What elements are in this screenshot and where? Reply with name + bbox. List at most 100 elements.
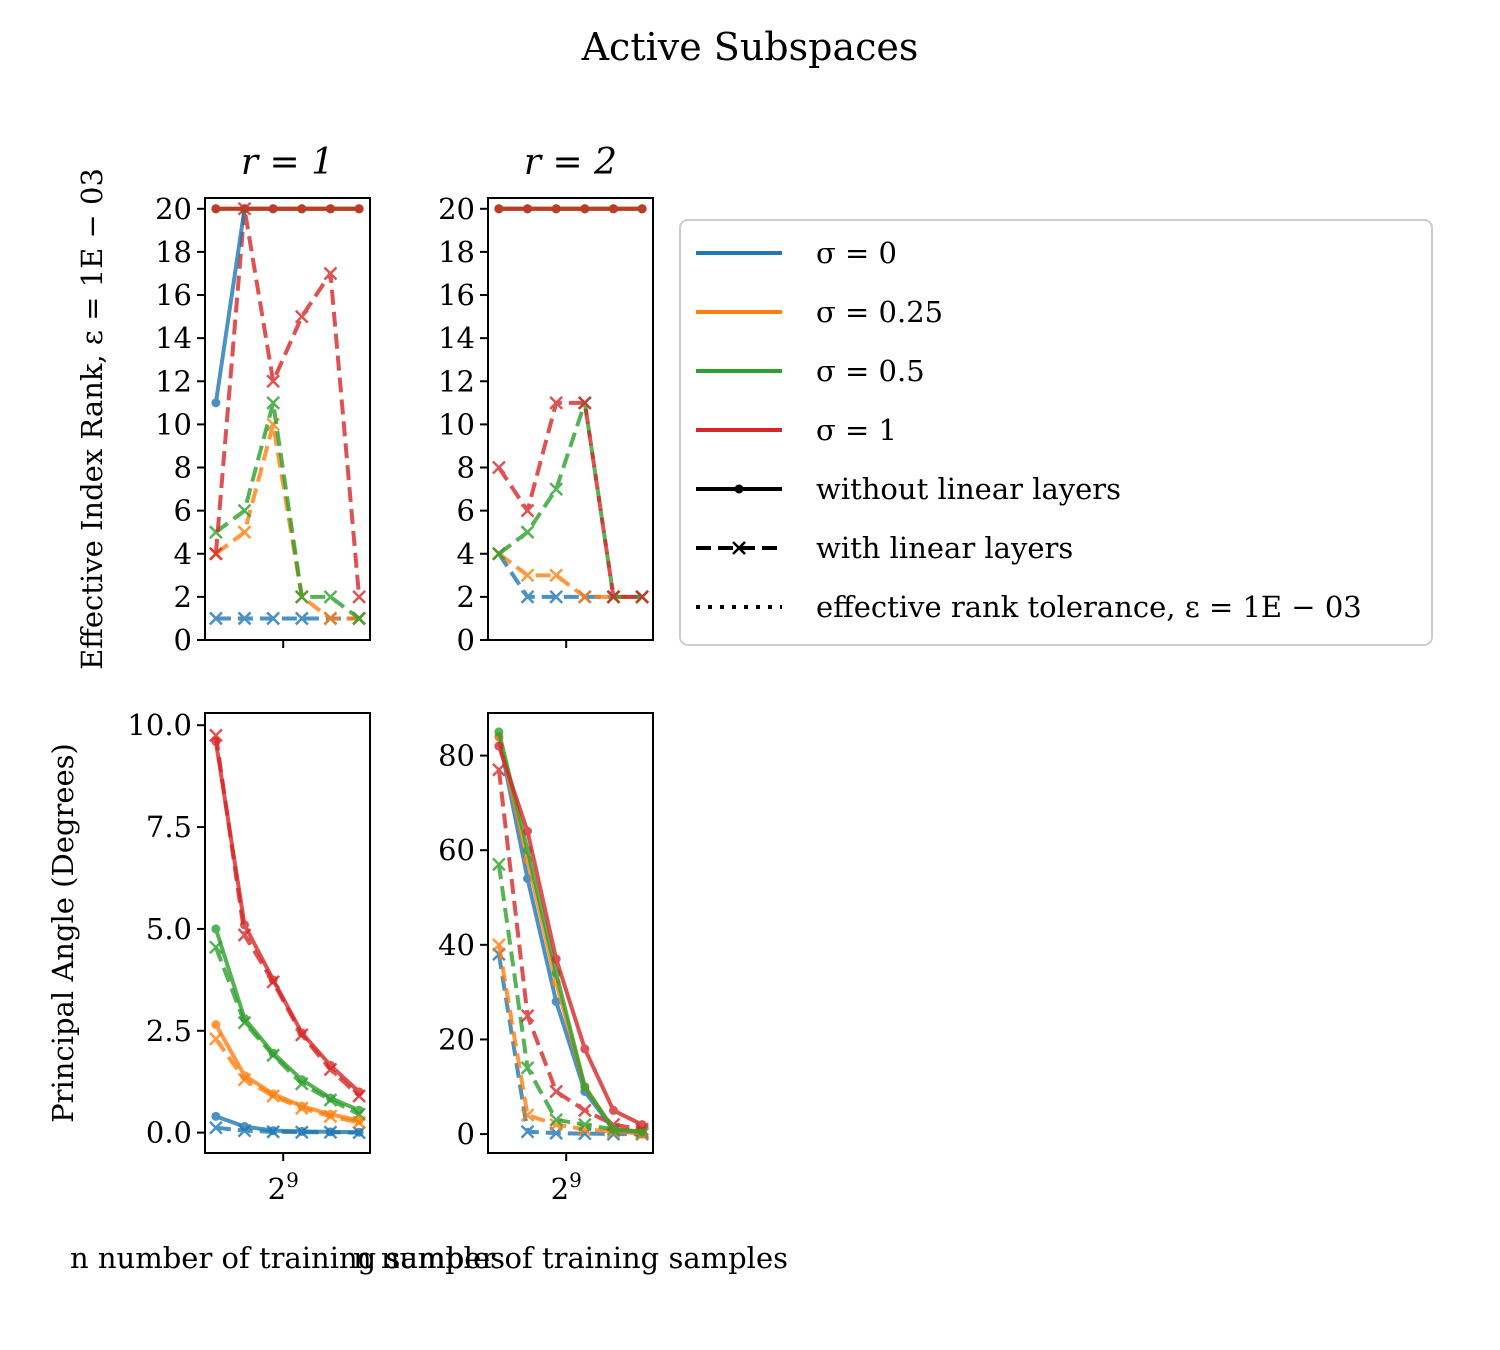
y-tick-label: 12 [438, 364, 475, 398]
series-sigma_0.5-dashed [209, 395, 366, 626]
data-point-x [520, 568, 535, 583]
panel-bottom-left: 0.0 2.5 5.0 7.5 10.0 29 Principal Angle (Degre… [46, 708, 505, 1275]
series-sigma_0.5-solid [494, 727, 647, 1137]
series-sigma_1-dashed [492, 395, 649, 604]
series-line [213, 928, 360, 1113]
data-point-x [606, 589, 621, 604]
data-point-x [549, 482, 564, 496]
data-point-dot [580, 204, 590, 214]
series-sigma_0.25-solid [211, 1020, 364, 1125]
data-point-dot [580, 1082, 590, 1092]
series-line [214, 1037, 360, 1125]
y-tick-label: 4 [174, 537, 192, 571]
legend-label: with linear layers [816, 531, 1073, 565]
data-point-x [577, 1103, 592, 1118]
data-point-x [323, 611, 338, 626]
series-line [214, 422, 360, 621]
data-point-dot [240, 1014, 250, 1024]
data-point-x [237, 503, 252, 518]
data-point-dot [325, 1093, 335, 1103]
y-tick-label: 16 [438, 278, 475, 312]
panel-top-left: 0 2 4 6 8 10 12 14 16 18 20 r = 1 Effective Index Ra… [75, 142, 371, 670]
legend-entry: σ = 1 [696, 413, 897, 447]
y-axis-label: Principal Angle (Degrees) [46, 743, 80, 1123]
data-point-dot [637, 204, 647, 214]
data-point-x [209, 728, 223, 743]
legend-label: σ = 0 [816, 236, 897, 270]
y-tick-label: 7.5 [146, 810, 192, 844]
y-tick-label: 18 [155, 235, 192, 269]
series-line [496, 736, 643, 1137]
series-sigma_0.25-dashed [209, 417, 366, 626]
series-line [496, 731, 643, 1134]
series-line [215, 1114, 360, 1135]
y-tick-label: 14 [155, 321, 192, 355]
series-sigma_0-dashed [492, 546, 649, 604]
x-tick-label: 29 [551, 1168, 582, 1206]
series-line [496, 769, 643, 1132]
series-sigma_1-solid [211, 737, 364, 1097]
series-line [214, 1023, 360, 1123]
y-tick-label: 18 [438, 235, 475, 269]
data-point-x [492, 460, 506, 475]
data-point-x [520, 1108, 535, 1123]
series-line [214, 400, 361, 621]
data-point-dot [608, 204, 618, 214]
y-tick-label: 2 [457, 580, 475, 614]
legend-entry: with linear layers [696, 531, 1073, 565]
data-point-dot [297, 1075, 307, 1085]
data-point-x [492, 857, 506, 872]
plot-area [492, 727, 649, 1141]
data-point-dot [551, 954, 561, 964]
series-line [213, 741, 361, 1094]
data-point-dot [268, 975, 278, 985]
data-point-x [323, 589, 338, 604]
data-point-x [294, 589, 309, 604]
y-tick-label: 20 [438, 1022, 475, 1056]
series-line [496, 736, 643, 1137]
data-point-dot [268, 204, 278, 214]
y-tick-label: 4 [457, 537, 475, 571]
data-point-dot [297, 1126, 307, 1136]
y-tick-label: 5.0 [146, 912, 192, 946]
data-point-x [520, 1008, 535, 1023]
data-point-x [294, 309, 309, 324]
data-point-dot [325, 1109, 335, 1119]
y-tick-label: 0.0 [146, 1116, 192, 1150]
series-line [496, 745, 644, 1127]
panel-bottom-right: 0 20 40 60 80 29 n number of training samples [353, 712, 788, 1275]
legend-entry: σ = 0.5 [696, 354, 925, 388]
data-point-dot [551, 997, 561, 1007]
data-point-dot [268, 1126, 278, 1136]
data-point-dot [211, 1020, 221, 1030]
series-line [213, 735, 361, 1098]
y-tick-label: 0 [457, 623, 475, 657]
legend-entry: effective rank tolerance, ε = 1E − 03 [696, 590, 1362, 624]
data-point-dot [240, 1122, 250, 1132]
series-line [497, 552, 643, 599]
data-point-dot [608, 1124, 618, 1134]
data-point-dot [240, 1071, 250, 1081]
data-point-dot [240, 920, 250, 930]
axes-frame [487, 197, 654, 641]
y-tick-label: 6 [457, 494, 475, 528]
y-tick-label: 14 [438, 321, 475, 355]
data-point-x [209, 611, 223, 626]
data-point-x [209, 1120, 223, 1135]
y-tick-label: 10.0 [127, 708, 192, 742]
data-point-x [549, 1112, 564, 1127]
y-tick-label: 10 [438, 407, 475, 441]
data-point-dot [211, 737, 221, 747]
legend-label: σ = 0.5 [816, 354, 925, 388]
data-point-x [549, 568, 564, 583]
y-tick-label: 12 [155, 364, 192, 398]
legend-label: σ = 0.25 [816, 295, 943, 329]
data-point-dot [354, 1105, 364, 1115]
legend-marker-x [732, 541, 746, 555]
data-point-x [237, 611, 252, 626]
series-line [497, 400, 643, 599]
data-point-x [549, 1084, 564, 1099]
legend-entry: σ = 0.25 [696, 295, 943, 329]
y-tick-label: 2.5 [146, 1014, 192, 1048]
